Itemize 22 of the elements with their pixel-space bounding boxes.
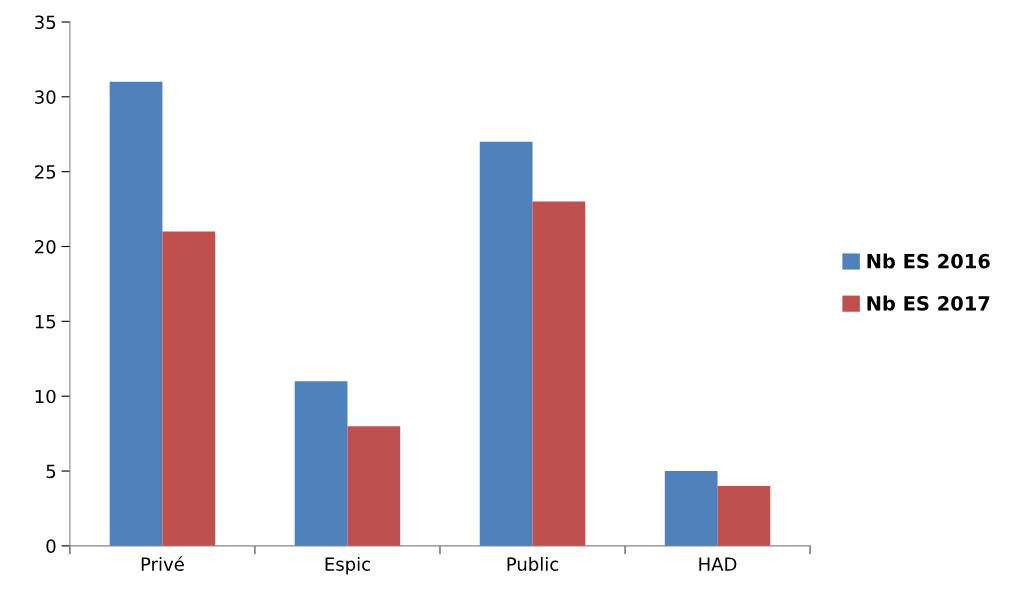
bar	[664, 471, 718, 546]
x-tick-label: HAD	[699, 557, 737, 571]
legend-label: Nb ES 2017	[867, 295, 990, 311]
y-tick-label: 15	[35, 315, 56, 329]
y-tick-label: 0	[46, 539, 56, 553]
bar	[479, 141, 533, 546]
y-tick-label: 5	[46, 464, 56, 479]
bar	[162, 231, 216, 546]
y-tick-label: 30	[35, 90, 56, 104]
x-tick-label: Privé	[141, 556, 184, 571]
bar	[532, 201, 586, 546]
x-tick-label: Espic	[325, 557, 370, 575]
bar	[347, 426, 401, 546]
y-tick-label: 10	[35, 389, 56, 404]
bar	[294, 381, 348, 546]
legend-label: Nb ES 2016	[867, 253, 990, 269]
y-tick-label: 20	[35, 239, 56, 254]
y-tick-label: 35	[35, 15, 56, 30]
bar	[717, 486, 771, 546]
bar	[109, 81, 163, 546]
x-tick-label: Public	[507, 557, 559, 571]
y-tick-label: 25	[35, 165, 56, 179]
